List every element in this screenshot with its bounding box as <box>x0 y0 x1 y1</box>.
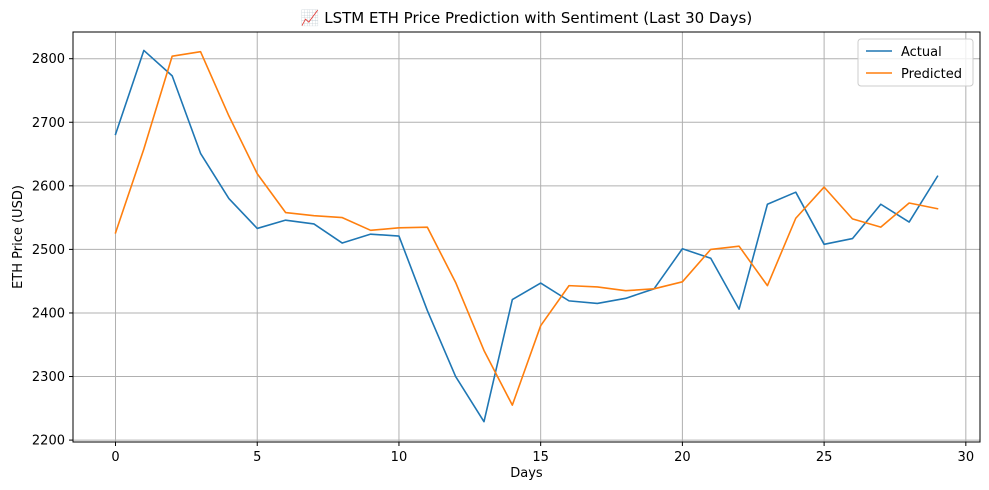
y-tick-label: 2200 <box>32 434 65 449</box>
y-tick-label: 2400 <box>32 306 65 321</box>
series-line-actual <box>114 49 939 423</box>
x-axis-label: Days <box>510 466 543 481</box>
y-tick-label: 2600 <box>32 179 65 194</box>
series-line-predicted <box>114 50 939 406</box>
x-tick-label: 5 <box>253 450 261 465</box>
y-tick-label: 2700 <box>32 116 65 131</box>
series-layer <box>114 49 939 423</box>
y-tick-label: 2300 <box>32 370 65 385</box>
x-tick-label: 30 <box>958 450 975 465</box>
x-tick-label: 20 <box>674 450 691 465</box>
ticks-layer: 0 5 10 15 20 25 30 2200 2300 2400 2500 2600 2700 2800 <box>32 52 974 465</box>
x-tick-label: 15 <box>532 450 549 465</box>
legend: Actual Predicted <box>857 38 974 87</box>
y-tick-label: 2500 <box>32 243 65 258</box>
plot-frame <box>72 31 981 443</box>
grid-layer <box>73 32 980 442</box>
y-axis-label: ETH Price (USD) <box>11 185 26 289</box>
x-tick-label: 25 <box>816 450 833 465</box>
legend-label-predicted: Predicted <box>901 67 962 82</box>
y-tick-label: 2800 <box>32 52 65 67</box>
chart-title: 📈 LSTM ETH Price Prediction with Sentime… <box>301 9 752 27</box>
x-tick-label: 0 <box>111 450 119 465</box>
x-tick-label: 10 <box>391 450 408 465</box>
legend-label-actual: Actual <box>901 45 942 60</box>
